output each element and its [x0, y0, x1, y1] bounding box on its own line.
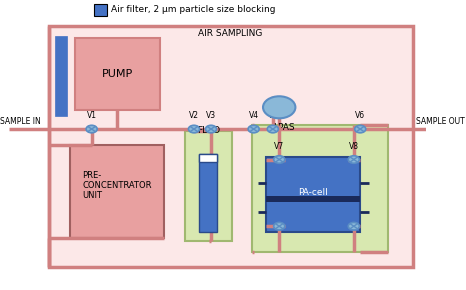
FancyBboxPatch shape: [267, 157, 360, 232]
Text: V7: V7: [274, 142, 284, 151]
FancyBboxPatch shape: [199, 154, 218, 162]
FancyBboxPatch shape: [252, 125, 388, 252]
Text: V8: V8: [349, 142, 359, 151]
Circle shape: [274, 222, 285, 230]
FancyBboxPatch shape: [267, 196, 360, 202]
Circle shape: [267, 125, 278, 133]
FancyBboxPatch shape: [94, 4, 108, 16]
Text: PUMP: PUMP: [102, 69, 133, 79]
Text: V1: V1: [87, 111, 96, 120]
FancyBboxPatch shape: [49, 26, 413, 267]
Circle shape: [263, 96, 295, 118]
Text: FLUO: FLUO: [197, 126, 220, 135]
FancyBboxPatch shape: [70, 145, 164, 238]
Text: V5: V5: [268, 111, 278, 120]
Text: PRE-
CONCENTRATOR
UNIT: PRE- CONCENTRATOR UNIT: [82, 171, 152, 200]
Circle shape: [188, 125, 199, 133]
Text: V2: V2: [189, 111, 199, 120]
Circle shape: [86, 125, 97, 133]
Circle shape: [274, 156, 285, 163]
FancyBboxPatch shape: [75, 38, 160, 110]
Text: SAMPLE OUT: SAMPLE OUT: [416, 117, 465, 126]
Text: V4: V4: [248, 111, 259, 120]
Text: PA-cell: PA-cell: [298, 188, 328, 197]
Text: LPAS: LPAS: [273, 123, 295, 132]
FancyBboxPatch shape: [185, 130, 233, 241]
Text: Air filter, 2 μm particle size blocking: Air filter, 2 μm particle size blocking: [111, 5, 275, 14]
FancyBboxPatch shape: [55, 36, 68, 116]
Text: P: P: [275, 102, 283, 112]
Text: V6: V6: [355, 111, 365, 120]
Text: AIR SAMPLING: AIR SAMPLING: [198, 29, 262, 38]
Circle shape: [348, 222, 359, 230]
FancyBboxPatch shape: [199, 154, 218, 232]
Circle shape: [348, 156, 359, 163]
Circle shape: [248, 125, 259, 133]
Circle shape: [355, 125, 366, 133]
Text: V3: V3: [206, 111, 216, 120]
Text: SAMPLE IN: SAMPLE IN: [0, 117, 41, 126]
Text: F: F: [98, 5, 103, 14]
Circle shape: [206, 125, 217, 133]
